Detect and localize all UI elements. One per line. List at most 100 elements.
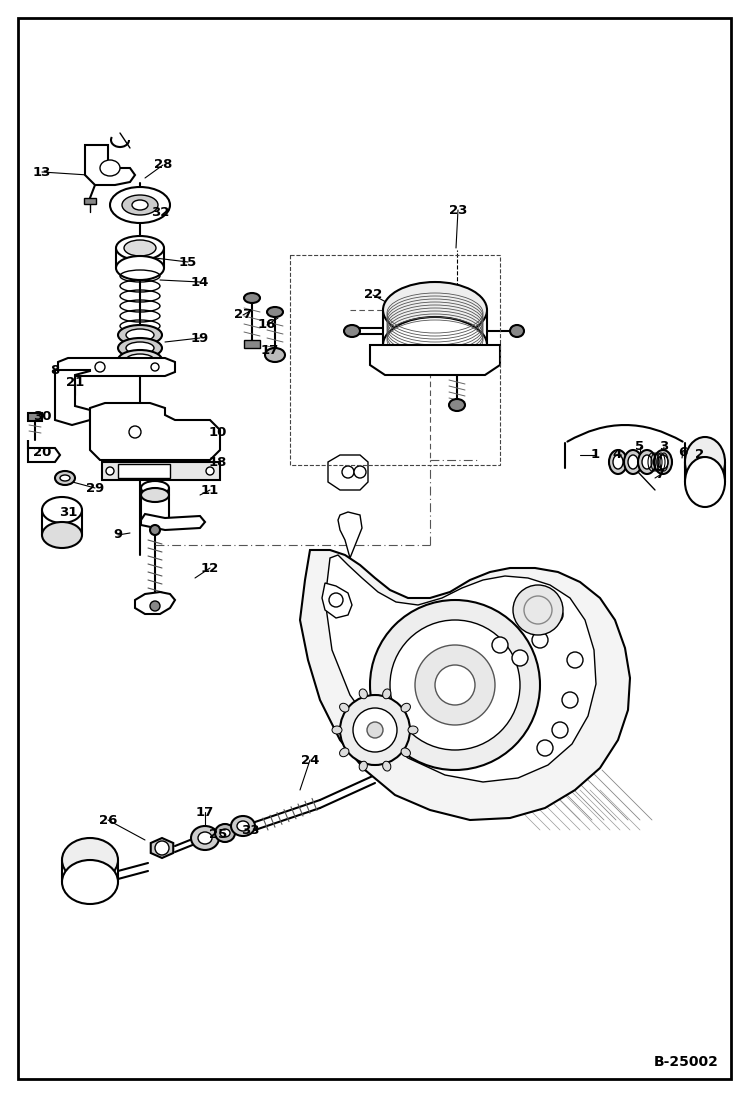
Text: 31: 31 bbox=[59, 507, 77, 520]
Circle shape bbox=[513, 585, 563, 635]
Text: 30: 30 bbox=[33, 410, 51, 423]
Ellipse shape bbox=[62, 860, 118, 904]
Polygon shape bbox=[141, 514, 205, 530]
Ellipse shape bbox=[116, 256, 164, 280]
Circle shape bbox=[155, 841, 169, 855]
Ellipse shape bbox=[118, 325, 162, 344]
Circle shape bbox=[512, 651, 528, 666]
Circle shape bbox=[150, 525, 160, 535]
Ellipse shape bbox=[55, 471, 75, 485]
Ellipse shape bbox=[42, 497, 82, 523]
Text: 32: 32 bbox=[151, 205, 169, 218]
Text: 26: 26 bbox=[99, 814, 117, 826]
Text: 11: 11 bbox=[201, 484, 219, 497]
Circle shape bbox=[370, 600, 540, 770]
Text: 17: 17 bbox=[196, 805, 214, 818]
Ellipse shape bbox=[401, 703, 410, 712]
Circle shape bbox=[567, 652, 583, 668]
Circle shape bbox=[435, 665, 475, 705]
Ellipse shape bbox=[122, 195, 158, 215]
Bar bbox=[290, 255, 500, 465]
Ellipse shape bbox=[220, 829, 230, 837]
Circle shape bbox=[95, 362, 105, 372]
Circle shape bbox=[547, 607, 563, 623]
Ellipse shape bbox=[360, 761, 367, 771]
Ellipse shape bbox=[383, 282, 487, 338]
Text: 29: 29 bbox=[86, 482, 104, 495]
Ellipse shape bbox=[658, 455, 668, 470]
Ellipse shape bbox=[126, 354, 154, 366]
Text: 14: 14 bbox=[191, 275, 209, 289]
Ellipse shape bbox=[628, 455, 638, 470]
Text: 12: 12 bbox=[201, 562, 219, 575]
Polygon shape bbox=[90, 403, 220, 460]
Polygon shape bbox=[325, 555, 596, 782]
Polygon shape bbox=[300, 550, 630, 819]
Text: 27: 27 bbox=[234, 308, 252, 321]
Polygon shape bbox=[328, 455, 368, 490]
Ellipse shape bbox=[42, 522, 82, 548]
Polygon shape bbox=[28, 440, 60, 462]
Circle shape bbox=[562, 692, 578, 708]
Circle shape bbox=[390, 620, 520, 750]
Text: 13: 13 bbox=[33, 166, 51, 179]
Ellipse shape bbox=[339, 748, 349, 757]
Text: 22: 22 bbox=[364, 289, 382, 302]
Circle shape bbox=[415, 645, 495, 725]
Polygon shape bbox=[58, 358, 175, 376]
Text: 5: 5 bbox=[635, 441, 645, 453]
Ellipse shape bbox=[267, 307, 283, 317]
Ellipse shape bbox=[383, 317, 487, 373]
Circle shape bbox=[527, 592, 543, 608]
Polygon shape bbox=[55, 370, 90, 425]
Ellipse shape bbox=[116, 236, 164, 260]
Polygon shape bbox=[85, 145, 135, 185]
Text: 23: 23 bbox=[449, 204, 467, 216]
Ellipse shape bbox=[408, 726, 418, 734]
Bar bbox=[244, 340, 260, 348]
Bar bbox=[28, 412, 42, 421]
Circle shape bbox=[106, 467, 114, 475]
Ellipse shape bbox=[265, 348, 285, 362]
Circle shape bbox=[129, 426, 141, 438]
Circle shape bbox=[340, 695, 410, 765]
Ellipse shape bbox=[449, 399, 465, 411]
Ellipse shape bbox=[141, 488, 169, 502]
Ellipse shape bbox=[231, 816, 255, 836]
Text: 6: 6 bbox=[679, 445, 688, 459]
Text: 28: 28 bbox=[154, 158, 172, 171]
Circle shape bbox=[532, 632, 548, 648]
Text: 33: 33 bbox=[240, 824, 259, 837]
Ellipse shape bbox=[642, 455, 652, 470]
Ellipse shape bbox=[685, 457, 725, 507]
Ellipse shape bbox=[383, 689, 391, 699]
Ellipse shape bbox=[62, 838, 118, 882]
Ellipse shape bbox=[609, 450, 627, 474]
Ellipse shape bbox=[126, 342, 154, 354]
Polygon shape bbox=[370, 344, 500, 375]
Text: 3: 3 bbox=[659, 441, 669, 453]
Ellipse shape bbox=[401, 748, 410, 757]
Circle shape bbox=[342, 466, 354, 478]
Text: 25: 25 bbox=[209, 828, 227, 841]
Circle shape bbox=[353, 708, 397, 753]
Ellipse shape bbox=[613, 455, 623, 470]
Text: B-25002: B-25002 bbox=[654, 1055, 719, 1068]
Ellipse shape bbox=[132, 200, 148, 210]
Polygon shape bbox=[338, 512, 362, 558]
Text: 4: 4 bbox=[613, 449, 622, 462]
Text: 8: 8 bbox=[50, 363, 60, 376]
Circle shape bbox=[206, 467, 214, 475]
Ellipse shape bbox=[118, 338, 162, 358]
Ellipse shape bbox=[237, 821, 249, 832]
Text: 19: 19 bbox=[191, 331, 209, 344]
Ellipse shape bbox=[118, 350, 162, 370]
Ellipse shape bbox=[383, 761, 391, 771]
Circle shape bbox=[329, 593, 343, 607]
Ellipse shape bbox=[124, 240, 156, 256]
Text: 10: 10 bbox=[209, 426, 227, 439]
Ellipse shape bbox=[332, 726, 342, 734]
Polygon shape bbox=[322, 583, 352, 618]
Polygon shape bbox=[118, 464, 170, 478]
Ellipse shape bbox=[344, 325, 360, 337]
